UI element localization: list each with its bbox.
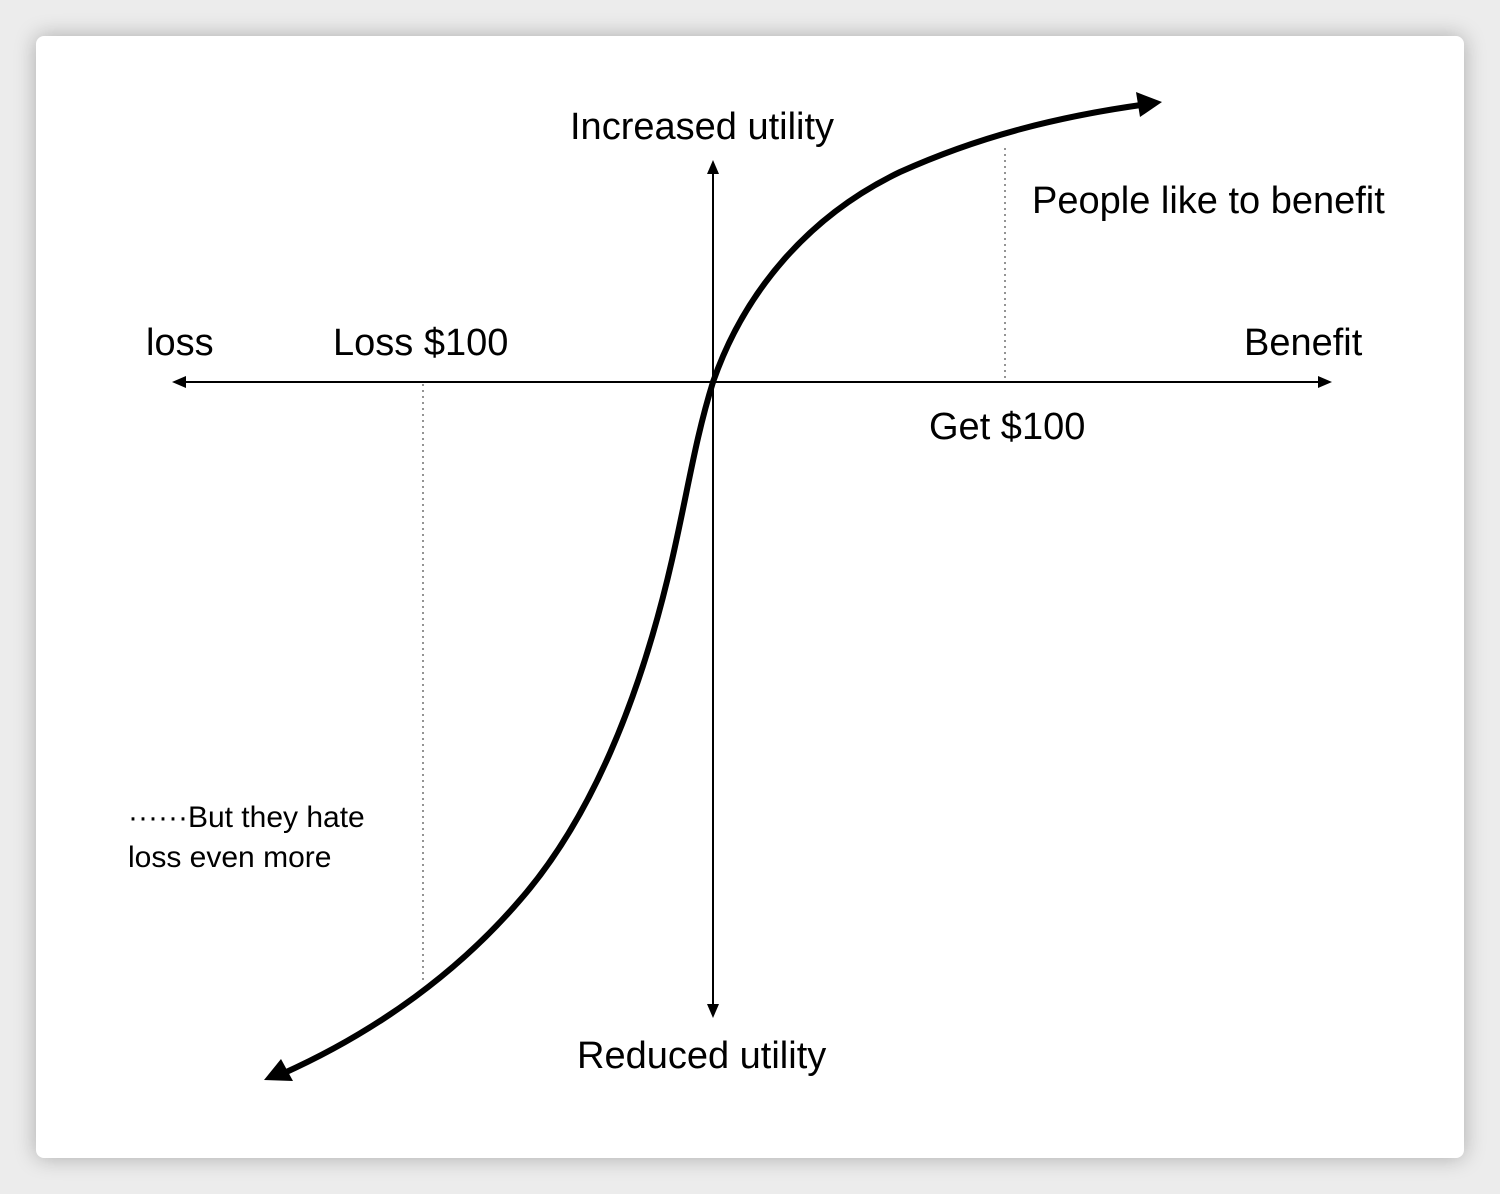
up-arrow-icon: [707, 160, 719, 174]
hate-loss-line-1: ······But they hate: [128, 801, 365, 834]
gain-arrowhead-icon: [1136, 92, 1162, 117]
hate-loss-line-2: loss even more: [128, 841, 332, 874]
benefit-axis-label: Benefit: [1244, 322, 1363, 364]
benefit-arrow-icon: [1318, 376, 1332, 388]
loss-axis-label: loss: [146, 322, 214, 364]
down-arrow-icon: [707, 1004, 719, 1018]
get-100-label: Get $100: [929, 406, 1086, 448]
reduced-utility-label: Reduced utility: [577, 1035, 827, 1077]
diagram-card: [36, 36, 1464, 1158]
vertical-axis: [707, 160, 719, 1018]
people-like-label: People like to benefit: [1032, 180, 1385, 222]
loss-arrowhead-icon: [264, 1059, 293, 1081]
loss-100-label: Loss $100: [333, 322, 509, 364]
increased-utility-label: Increased utility: [570, 106, 835, 148]
loss-arrow-icon: [172, 376, 186, 388]
gain-curve: [710, 101, 1151, 385]
horizontal-axis: [172, 376, 1332, 388]
hate-loss-note: ······But they hate loss even more: [128, 798, 365, 878]
loss-curve: [279, 379, 716, 1077]
